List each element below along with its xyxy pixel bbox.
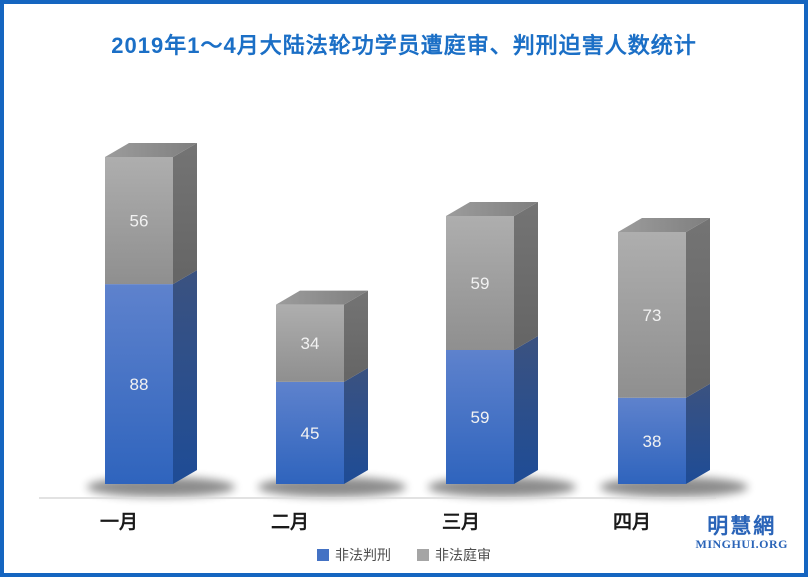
bar-2-blue-side	[344, 367, 368, 484]
logo-latin-text: MINGHUI.ORG	[695, 537, 788, 552]
bar-1-top	[105, 143, 197, 157]
logo-cjk-text: 明慧網	[707, 515, 777, 538]
category-label-1: 一月	[100, 512, 138, 533]
chart-title: 2019年1～4月大陆法轮功学员遭庭审、判刑迫害人数统计	[111, 33, 697, 58]
value-label-gray-4: 73	[643, 306, 662, 325]
stacked-bar-chart: 88 56 一月 45 34 二月 59 59 三月 38 73 四月	[39, 143, 748, 533]
value-label-gray-3: 59	[471, 274, 490, 293]
category-label-4: 四月	[613, 512, 651, 533]
bar-2-gray-front	[276, 304, 344, 382]
bar-2-gray-side	[344, 290, 368, 382]
bar-2-blue-front	[276, 381, 344, 484]
bar-3-gray-side	[514, 202, 538, 351]
legend-label-sentenced: 非法判刑	[335, 547, 391, 563]
value-label-gray-2: 34	[301, 334, 320, 353]
bar-3-blue-side	[514, 336, 538, 484]
legend: 非法判刑 非法庭审	[4, 545, 804, 565]
bar-4-blue-side	[686, 383, 710, 484]
legend-swatch-blue-icon	[317, 549, 329, 561]
bar-3-top	[446, 202, 538, 217]
minghui-logo: 明慧網 MINGHUI.ORG	[695, 515, 789, 552]
bar-2-top	[276, 290, 368, 305]
value-label-blue-2: 45	[301, 424, 320, 443]
category-label-2: 二月	[271, 512, 309, 533]
bar-4-gray-side	[686, 217, 710, 398]
category-label-3: 三月	[442, 512, 480, 533]
value-label-blue-4: 38	[643, 432, 662, 451]
bar-3-blue-front	[446, 350, 514, 484]
legend-item-tried: 非法庭审	[417, 545, 491, 565]
bar-1-gray-front	[105, 157, 173, 285]
bar-1-blue-front	[105, 284, 173, 484]
bar-4-gray-front	[618, 231, 686, 398]
legend-label-tried: 非法庭审	[435, 547, 491, 563]
value-label-gray-1: 56	[130, 212, 149, 231]
bar-1-gray-side	[173, 143, 197, 285]
bar-3-gray-front	[446, 216, 514, 351]
bar-4-top	[618, 217, 710, 232]
legend-item-sentenced: 非法判刑	[317, 545, 391, 565]
bar-4-blue-front	[618, 397, 686, 484]
legend-swatch-gray-icon	[417, 549, 429, 561]
value-label-blue-1: 88	[130, 375, 149, 394]
value-label-blue-3: 59	[471, 408, 490, 427]
bar-1-blue-side	[173, 270, 197, 484]
